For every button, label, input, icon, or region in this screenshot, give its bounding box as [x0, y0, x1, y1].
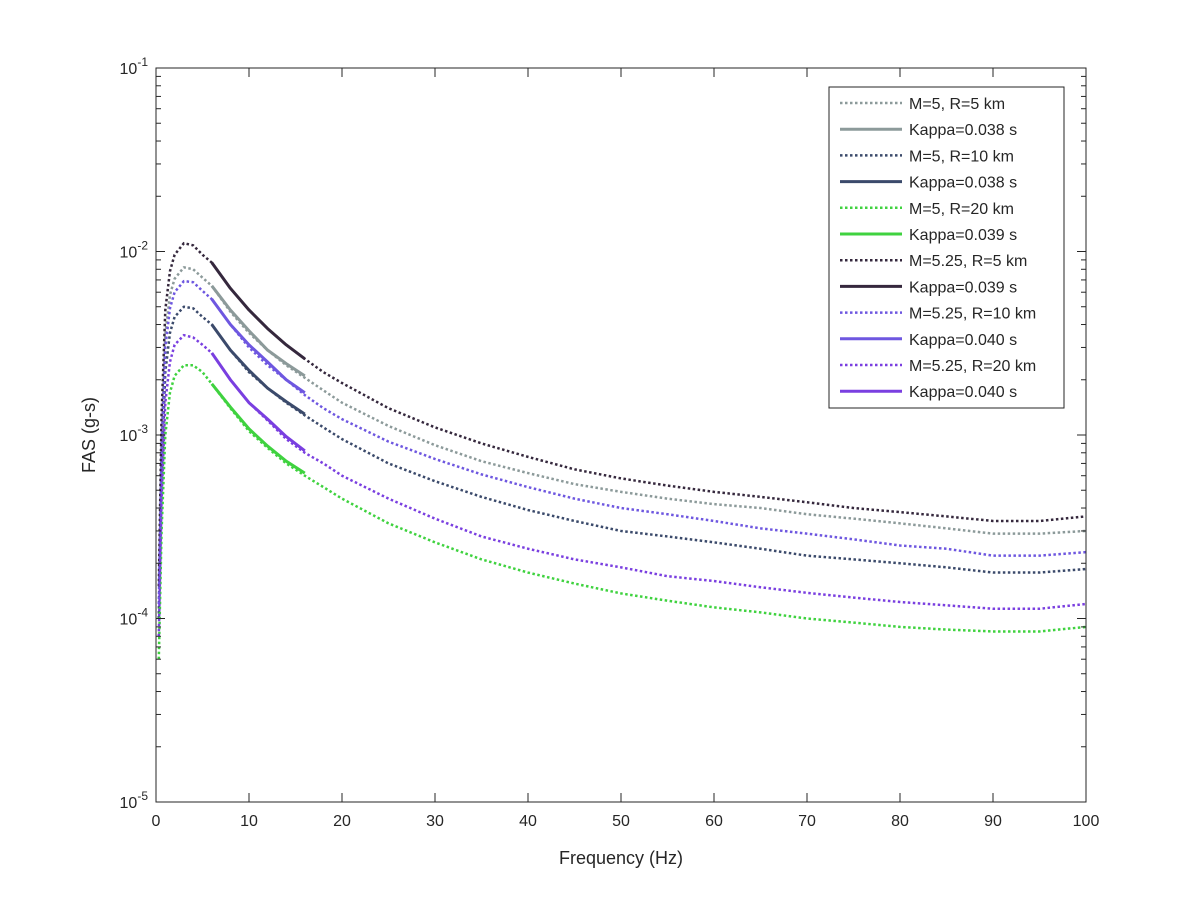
x-tick-label: 100: [1073, 813, 1100, 830]
legend-label-8: M=5.25, R=10 km: [909, 306, 1036, 323]
x-tick-label: 70: [798, 813, 816, 830]
x-tick-label: 80: [891, 813, 909, 830]
x-axis-label: Frequency (Hz): [559, 848, 683, 868]
series-line-4: [157, 363, 1087, 660]
x-tick-label: 40: [519, 813, 537, 830]
y-tick-label: 10-4: [120, 606, 149, 629]
x-tick-label: 90: [984, 813, 1002, 830]
series-line-3: [210, 323, 306, 416]
x-tick-label: 50: [612, 813, 630, 830]
y-axis: 10-5 10-4 10-3 10-2 10-1: [120, 55, 1086, 812]
x-tick-label: 30: [426, 813, 444, 830]
y-tick-label: 10-2: [120, 239, 149, 262]
legend-label-9: Kappa=0.040 s: [909, 332, 1017, 349]
x-tick-label: 20: [333, 813, 351, 830]
legend-label-11: Kappa=0.040 s: [909, 384, 1017, 401]
x-axis: 0 10 20 30 40 50 60 70 80 90 100: [152, 68, 1100, 830]
series-line-9: [210, 298, 306, 394]
y-tick-label: 10-5: [120, 789, 149, 812]
series-line-8: [157, 279, 1087, 604]
legend-label-7: Kappa=0.039 s: [909, 279, 1017, 296]
series-line-1: [210, 284, 306, 378]
legend-label-5: Kappa=0.039 s: [909, 227, 1017, 244]
legend-label-10: M=5.25, R=20 km: [909, 358, 1036, 375]
x-tick-label: 60: [705, 813, 723, 830]
x-tick-label: 0: [152, 813, 161, 830]
legend-label-4: M=5, R=20 km: [909, 201, 1014, 218]
series-line-0: [157, 266, 1087, 619]
legend-label-6: M=5.25, R=5 km: [909, 253, 1027, 270]
legend-box: [828, 86, 1065, 409]
series-line-11: [210, 352, 306, 453]
series-layer: [157, 241, 1087, 660]
legend-label-0: M=5, R=5 km: [909, 96, 1005, 113]
y-axis-label: FAS (g-s): [79, 397, 99, 473]
series-line-10: [157, 333, 1087, 637]
series-line-7: [210, 261, 306, 361]
series-line-5: [210, 382, 306, 475]
legend-label-3: Kappa=0.038 s: [909, 175, 1017, 192]
legend-label-2: M=5, R=10 km: [909, 148, 1014, 165]
legend-label-1: Kappa=0.038 s: [909, 122, 1017, 139]
series-line-2: [157, 305, 1087, 619]
y-tick-label: 10-3: [120, 422, 149, 445]
y-tick-label: 10-1: [120, 55, 149, 78]
x-tick-label: 10: [240, 813, 258, 830]
legend: M=5, R=5 km Kappa=0.038 s M=5, R=10 km Kapp…: [828, 86, 1065, 409]
